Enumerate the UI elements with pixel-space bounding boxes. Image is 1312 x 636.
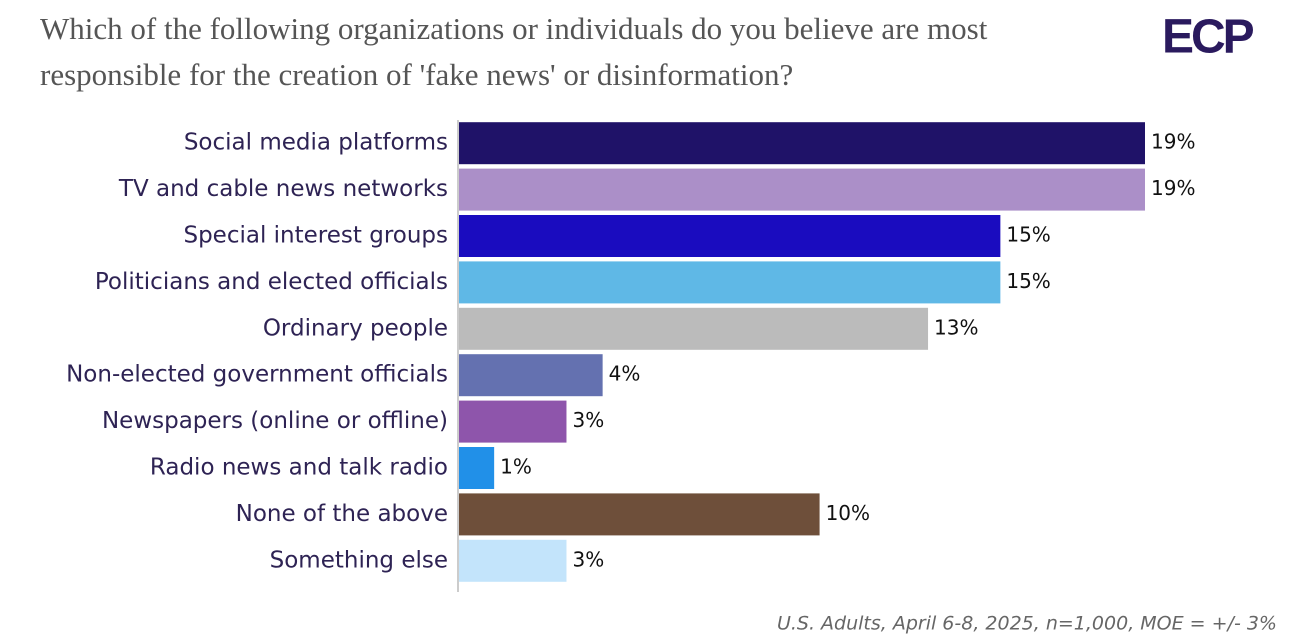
value-label: 15%	[1006, 223, 1050, 247]
logo: ECP	[1162, 11, 1254, 64]
category-label: Politicians and elected officials	[95, 269, 448, 295]
bar	[459, 122, 1145, 165]
value-label: 3%	[572, 408, 604, 432]
value-label: 15%	[1006, 269, 1050, 293]
value-label: 19%	[1151, 176, 1195, 200]
category-label: Social media platforms	[184, 130, 448, 156]
chart-title: Which of the following organizations or …	[40, 11, 988, 46]
bar	[459, 261, 1001, 304]
category-label: None of the above	[236, 501, 448, 527]
value-label: 1%	[500, 455, 532, 479]
category-label: Newspapers (online or offline)	[102, 408, 448, 434]
category-label: Radio news and talk radio	[150, 455, 448, 481]
bar	[459, 539, 567, 582]
value-label: 4%	[609, 362, 641, 386]
category-label: Something else	[270, 547, 448, 573]
category-label: Ordinary people	[263, 315, 448, 341]
bar	[459, 400, 567, 443]
value-label: 3%	[572, 547, 604, 571]
bar	[459, 307, 929, 350]
bar	[459, 168, 1145, 211]
value-label: 10%	[826, 501, 870, 525]
chart-title: responsible for the creation of 'fake ne…	[40, 57, 793, 92]
bar	[459, 493, 820, 536]
category-label: TV and cable news networks	[118, 176, 448, 202]
bar	[459, 447, 495, 489]
category-label: Non-elected government officials	[66, 362, 448, 388]
category-label: Special interest groups	[183, 223, 448, 249]
bar	[459, 215, 1001, 257]
footnote: U.S. Adults, April 6-8, 2025, n=1,000, M…	[777, 613, 1277, 635]
value-label: 13%	[934, 315, 978, 339]
value-label: 19%	[1151, 130, 1195, 154]
bar	[459, 354, 603, 397]
